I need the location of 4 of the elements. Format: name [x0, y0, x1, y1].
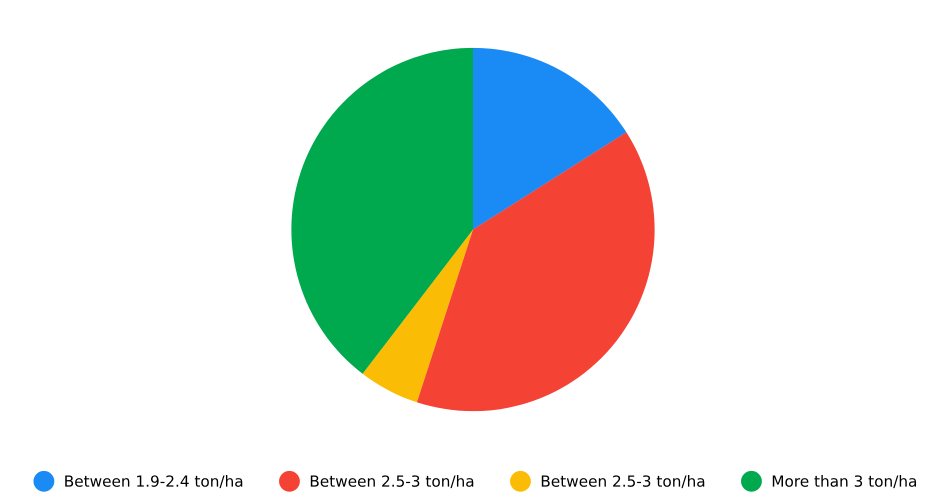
legend-label: Between 2.5-3 ton/ha	[310, 475, 474, 488]
legend-label: Between 1.9-2.4 ton/ha	[65, 475, 242, 488]
legend-label: More than 3 ton/ha	[772, 475, 916, 488]
legend-label: Between 2.5-3 ton/ha	[542, 475, 704, 488]
